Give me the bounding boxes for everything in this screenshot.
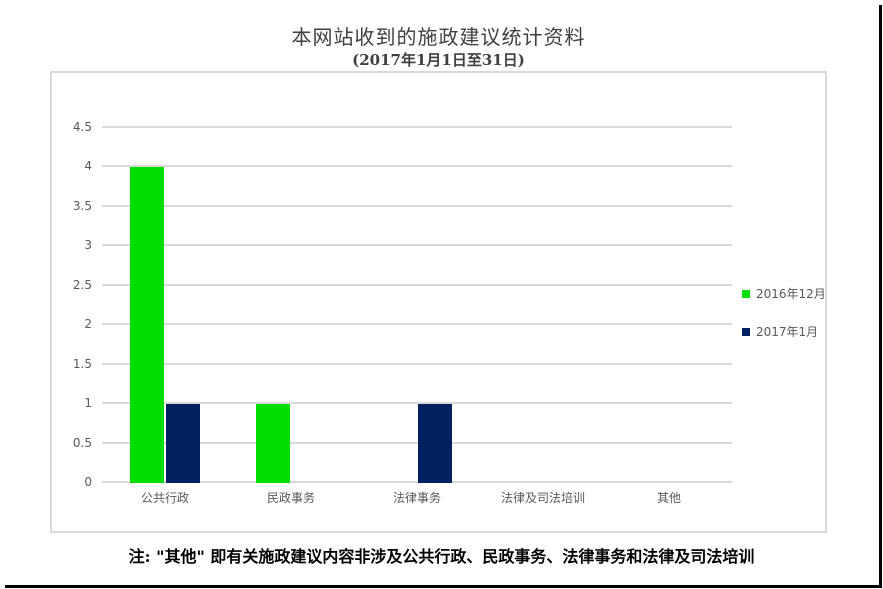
y-axis-tick-label: 1 bbox=[84, 396, 92, 411]
page-border-bottom bbox=[5, 585, 882, 588]
footnote: 注: "其他" 即有关施政建议内容非涉及公共行政、民政事务、法律事务和法律及司法… bbox=[128, 547, 755, 566]
y-axis-tick-label: 2.5 bbox=[72, 277, 92, 292]
legend-item: 2016年12月 bbox=[742, 285, 826, 302]
y-axis-tick-label: 1.5 bbox=[72, 356, 92, 371]
bar bbox=[256, 404, 290, 483]
x-axis-category-label: 法律事务 bbox=[392, 491, 441, 505]
x-axis-category-label: 民政事务 bbox=[266, 491, 315, 505]
gridline bbox=[102, 441, 732, 444]
x-axis-category-label: 法律及司法培训 bbox=[500, 491, 585, 505]
legend-label: 2016年12月 bbox=[756, 287, 826, 301]
legend-item: 2017年1月 bbox=[742, 323, 826, 340]
y-axis-tick-label: 3 bbox=[84, 238, 92, 253]
chart-area: 2016年12月 2017年1月 0 0.5 1 1.5 2 2.5 3 3.5 4 4.5 公共行政… bbox=[50, 71, 827, 533]
gridline bbox=[102, 244, 732, 247]
gridline bbox=[102, 126, 732, 128]
bar bbox=[418, 404, 452, 483]
gridline bbox=[102, 165, 732, 168]
gridline bbox=[102, 204, 732, 207]
chart-title: 本网站收到的施政建议统计资料 bbox=[291, 25, 586, 49]
gridline bbox=[102, 323, 732, 326]
legend-label: 2017年1月 bbox=[756, 325, 819, 339]
legend-marker-icon bbox=[742, 327, 750, 336]
y-axis-tick-label: 3.5 bbox=[72, 198, 92, 213]
bar bbox=[130, 167, 164, 483]
gridline bbox=[102, 402, 732, 405]
x-axis-category-label: 其他 bbox=[656, 491, 681, 505]
y-axis-tick-label: 0 bbox=[84, 475, 92, 489]
chart-subtitle: (2017年1月1日至31日) bbox=[352, 51, 525, 69]
gridline bbox=[102, 481, 732, 483]
y-axis-tick-label: 4.5 bbox=[72, 120, 92, 134]
legend: 2016年12月 2017年1月 bbox=[742, 285, 826, 361]
y-axis-tick-label: 2 bbox=[84, 317, 92, 332]
gridline bbox=[102, 283, 732, 286]
y-axis-tick-label: 4 bbox=[84, 159, 92, 174]
y-axis-tick-label: 0.5 bbox=[72, 435, 92, 450]
page-border-right bbox=[879, 5, 882, 588]
bar bbox=[166, 404, 200, 483]
legend-marker-icon bbox=[742, 289, 750, 298]
gridline bbox=[102, 362, 732, 365]
x-axis-category-label: 公共行政 bbox=[140, 491, 189, 505]
